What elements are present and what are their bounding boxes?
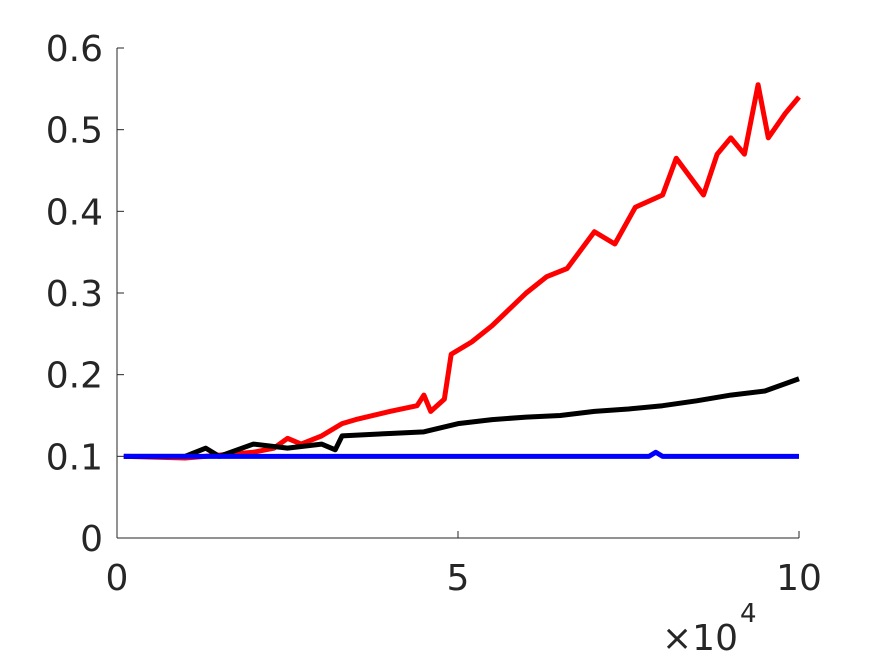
y-tick-label: 0.4 xyxy=(46,192,103,233)
x-tick-label: 5 xyxy=(447,558,470,599)
series-line xyxy=(123,82,801,461)
y-tick-label: 0 xyxy=(80,519,103,560)
x-tick-label: 0 xyxy=(106,558,129,599)
x-tick-label: 10 xyxy=(776,558,822,599)
y-tick-label: 0.6 xyxy=(46,29,103,70)
series-line xyxy=(123,449,799,459)
series-line xyxy=(123,376,800,459)
y-tick-label: 0.2 xyxy=(46,356,103,397)
x-multiplier-exponent: 4 xyxy=(740,599,757,629)
y-tick-label: 0.5 xyxy=(46,111,103,152)
y-tick-label: 0.1 xyxy=(46,437,103,478)
x-multiplier: ×10 xyxy=(662,618,738,659)
y-tick-label: 0.3 xyxy=(46,274,103,315)
